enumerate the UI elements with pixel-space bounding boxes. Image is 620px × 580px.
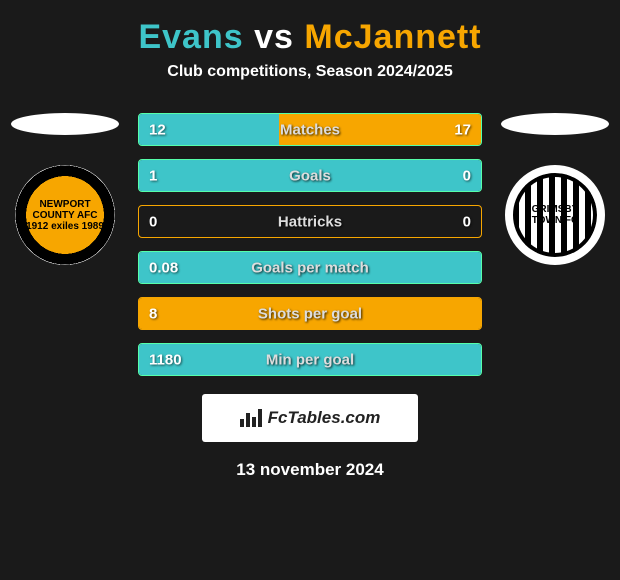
bar-value-left: 1180 [149, 351, 182, 368]
title-player1: Evans [138, 18, 243, 56]
source-badge: FcTables.com [202, 394, 418, 442]
stat-bar: 8 Shots per goal [138, 297, 482, 330]
left-club-crest: NEWPORT COUNTY AFC 1912 exiles 1989 [15, 165, 115, 265]
subtitle: Club competitions, Season 2024/2025 [0, 63, 620, 81]
stat-bar: 0 0 Hattricks [138, 205, 482, 238]
bar-value-left: 1 [149, 167, 157, 184]
page-title: Evans vs McJannett [0, 18, 620, 57]
right-column: GRIMSBY TOWN FC [500, 113, 610, 265]
bar-label: Goals per match [251, 259, 369, 276]
bar-label: Min per goal [266, 351, 354, 368]
bar-label: Hattricks [278, 213, 342, 230]
stat-bars: 12 17 Matches 1 0 Goals 0 0 Hattricks 0.08 Goals p… [138, 113, 482, 376]
stat-bar: 1180 Min per goal [138, 343, 482, 376]
bar-value-right: 17 [454, 121, 471, 138]
bar-value-left: 0 [149, 213, 157, 230]
right-platform [501, 113, 609, 135]
title-player2: McJannett [304, 18, 481, 56]
chart-icon [240, 409, 262, 427]
bar-label: Shots per goal [258, 305, 362, 322]
right-club-crest: GRIMSBY TOWN FC [505, 165, 605, 265]
left-platform [11, 113, 119, 135]
bar-value-left: 0.08 [149, 259, 178, 276]
bar-value-left: 8 [149, 305, 157, 322]
bar-value-right: 0 [463, 213, 471, 230]
infographic-container: Evans vs McJannett Club competitions, Se… [0, 0, 620, 580]
main-row: NEWPORT COUNTY AFC 1912 exiles 1989 12 17… [0, 113, 620, 376]
badge-text: FcTables.com [268, 408, 381, 428]
stat-bar: 0.08 Goals per match [138, 251, 482, 284]
bar-value-left: 12 [149, 121, 166, 138]
stat-bar: 1 0 Goals [138, 159, 482, 192]
title-vs: vs [254, 18, 294, 56]
left-column: NEWPORT COUNTY AFC 1912 exiles 1989 [10, 113, 120, 265]
stat-bar: 12 17 Matches [138, 113, 482, 146]
bar-value-right: 0 [463, 167, 471, 184]
date-text: 13 november 2024 [0, 460, 620, 480]
bar-label: Goals [289, 167, 331, 184]
bar-label: Matches [280, 121, 340, 138]
